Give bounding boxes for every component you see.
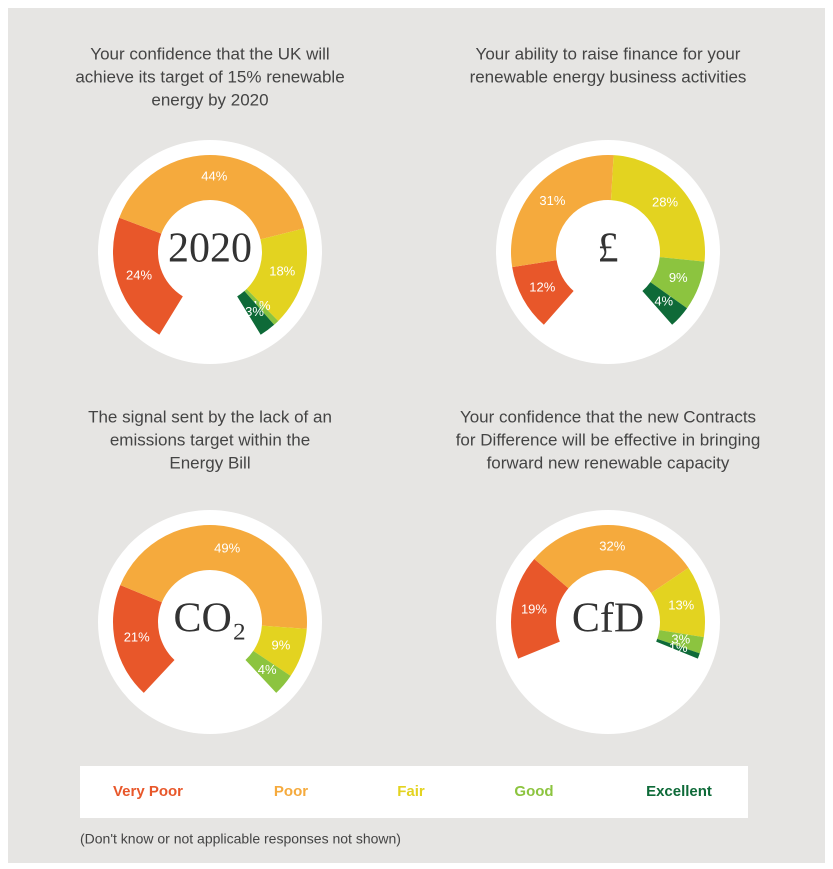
gauge-segment [510, 155, 614, 268]
gauge-segment [245, 650, 291, 693]
legend-entry: Excellent [646, 783, 712, 800]
value-label: 4% [654, 294, 673, 309]
chart-title: forward new renewable capacity [487, 453, 730, 472]
gauge-segment [113, 217, 183, 335]
gauge-segment [113, 585, 175, 693]
value-label: 13% [668, 597, 694, 612]
chart-title: for Difference will be effective in brin… [456, 430, 761, 449]
chart-title: emissions target within the [110, 430, 310, 449]
chart-title: Your ability to raise finance for your [476, 44, 741, 63]
value-label: 21% [124, 629, 150, 644]
gauge-segment [657, 630, 704, 654]
center-label: £ [598, 226, 619, 272]
value-label: 9% [669, 270, 688, 285]
center-label: CfD [572, 596, 644, 642]
legend-entry: Very Poor [113, 783, 183, 800]
gauge-segment [119, 155, 305, 240]
gauge-segment [237, 291, 275, 335]
value-label: 44% [201, 169, 227, 184]
value-label: 1% [669, 640, 688, 655]
gauge-segment [656, 638, 700, 659]
gauge-segment [253, 625, 307, 676]
gauge-segment [651, 567, 705, 638]
gauge-segment [244, 288, 279, 325]
value-label: 19% [521, 602, 547, 617]
value-label: 24% [126, 268, 152, 283]
value-label: 4% [258, 662, 277, 677]
value-label: 12% [529, 280, 555, 295]
legend-entry: Good [514, 783, 553, 800]
panel [8, 8, 825, 863]
center-label: 2020 [168, 226, 252, 272]
gauge-segment [246, 228, 307, 321]
gauge-segment [650, 257, 705, 309]
gauge-segment [642, 282, 688, 325]
value-label: 18% [269, 264, 295, 279]
chart-title: Energy Bill [169, 453, 250, 472]
chart-title: Your confidence that the UK will [90, 44, 329, 63]
chart-title: renewable energy business activities [470, 67, 747, 86]
value-label: 49% [214, 540, 240, 555]
footnote: (Don't know or not applicable responses … [80, 831, 401, 847]
legend-entry: Fair [397, 783, 425, 800]
value-label: 31% [539, 193, 565, 208]
legend-box [80, 766, 748, 818]
gauge-segment [120, 524, 308, 629]
value-label: 3% [671, 632, 690, 647]
gauge-segment [512, 260, 574, 325]
chart-title: The signal sent by the lack of an [88, 407, 332, 426]
gauge-segment [511, 559, 569, 659]
chart-title: achieve its target of 15% renewable [75, 67, 344, 86]
chart-title: Your confidence that the new Contracts [460, 407, 756, 426]
gauge-segment [610, 155, 705, 262]
gauge-segment [534, 525, 689, 593]
value-label: 32% [599, 539, 625, 554]
chart-title: energy by 2020 [151, 90, 268, 109]
value-label: 9% [272, 638, 291, 653]
legend-entry: Poor [274, 783, 308, 800]
center-label: CO₂ [174, 596, 247, 642]
value-label: 28% [652, 195, 678, 210]
value-label: 3% [245, 304, 264, 319]
